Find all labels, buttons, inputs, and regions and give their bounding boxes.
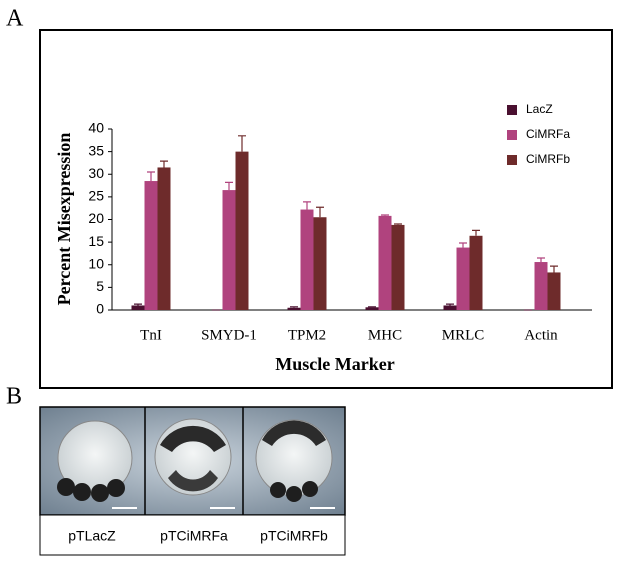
bar <box>300 209 314 310</box>
error-bar <box>160 160 168 168</box>
bar <box>157 167 171 310</box>
error-bar <box>394 223 402 225</box>
error-bar <box>537 257 545 263</box>
y-tick-label: 40 <box>88 120 104 136</box>
legend-label: CiMRFb <box>526 152 570 166</box>
image-label: pTLacZ <box>68 528 116 544</box>
embryo <box>255 419 333 502</box>
error-bar <box>134 303 142 306</box>
error-bar <box>381 214 389 216</box>
bar <box>378 215 392 310</box>
y-tick-label: 5 <box>96 278 104 294</box>
panel-label: B <box>6 384 22 410</box>
bar <box>131 305 145 310</box>
bar <box>469 235 483 310</box>
x-tick-label: TnI <box>140 327 162 343</box>
error-bar <box>290 306 298 308</box>
micrographs <box>39 406 346 516</box>
bar <box>313 217 327 310</box>
image-label: pTCiMRFa <box>160 528 228 544</box>
error-bar <box>238 135 246 152</box>
error-bar <box>446 303 454 306</box>
bar <box>144 181 158 310</box>
y-axis-title: Percent Misexpression <box>54 133 74 306</box>
embryo <box>154 418 232 496</box>
y-tick-label: 15 <box>88 233 104 249</box>
chart-frame <box>39 29 613 389</box>
error-bar <box>147 171 155 182</box>
x-tick-label: TPM2 <box>288 327 326 343</box>
error-bar <box>303 201 311 210</box>
bar <box>365 307 379 310</box>
bar <box>235 151 249 310</box>
x-tick-label: MHC <box>368 327 402 343</box>
bar <box>391 224 405 310</box>
error-bar <box>550 265 558 273</box>
y-tick-label: 0 <box>96 301 104 317</box>
y-tick-label: 20 <box>88 210 104 226</box>
legend-swatch <box>507 105 517 115</box>
bar <box>222 190 236 310</box>
image-label: pTCiMRFb <box>260 528 328 544</box>
embryo <box>57 420 133 502</box>
y-tick-label: 10 <box>88 255 104 271</box>
legend-swatch <box>507 130 517 140</box>
x-tick-label: MRLC <box>442 327 485 343</box>
x-tick-label: SMYD-1 <box>201 327 257 343</box>
y-tick-label: 30 <box>88 165 104 181</box>
label-strip <box>39 514 346 556</box>
x-axis-title: Muscle Marker <box>275 354 394 374</box>
bar <box>456 247 470 310</box>
y-tick-label: 25 <box>88 188 104 204</box>
error-bar <box>472 229 480 236</box>
bar <box>443 305 457 310</box>
y-tick-label: 35 <box>88 142 104 158</box>
panel-label: A <box>6 6 24 32</box>
error-bar <box>459 242 467 248</box>
bar <box>534 262 548 310</box>
bar <box>547 272 561 310</box>
error-bar <box>316 206 324 218</box>
legend-swatch <box>507 155 517 165</box>
legend-label: CiMRFa <box>526 127 570 141</box>
legend-label: LacZ <box>526 102 553 116</box>
x-tick-label: Actin <box>524 327 558 343</box>
bar <box>287 307 301 310</box>
error-bar <box>225 181 233 191</box>
